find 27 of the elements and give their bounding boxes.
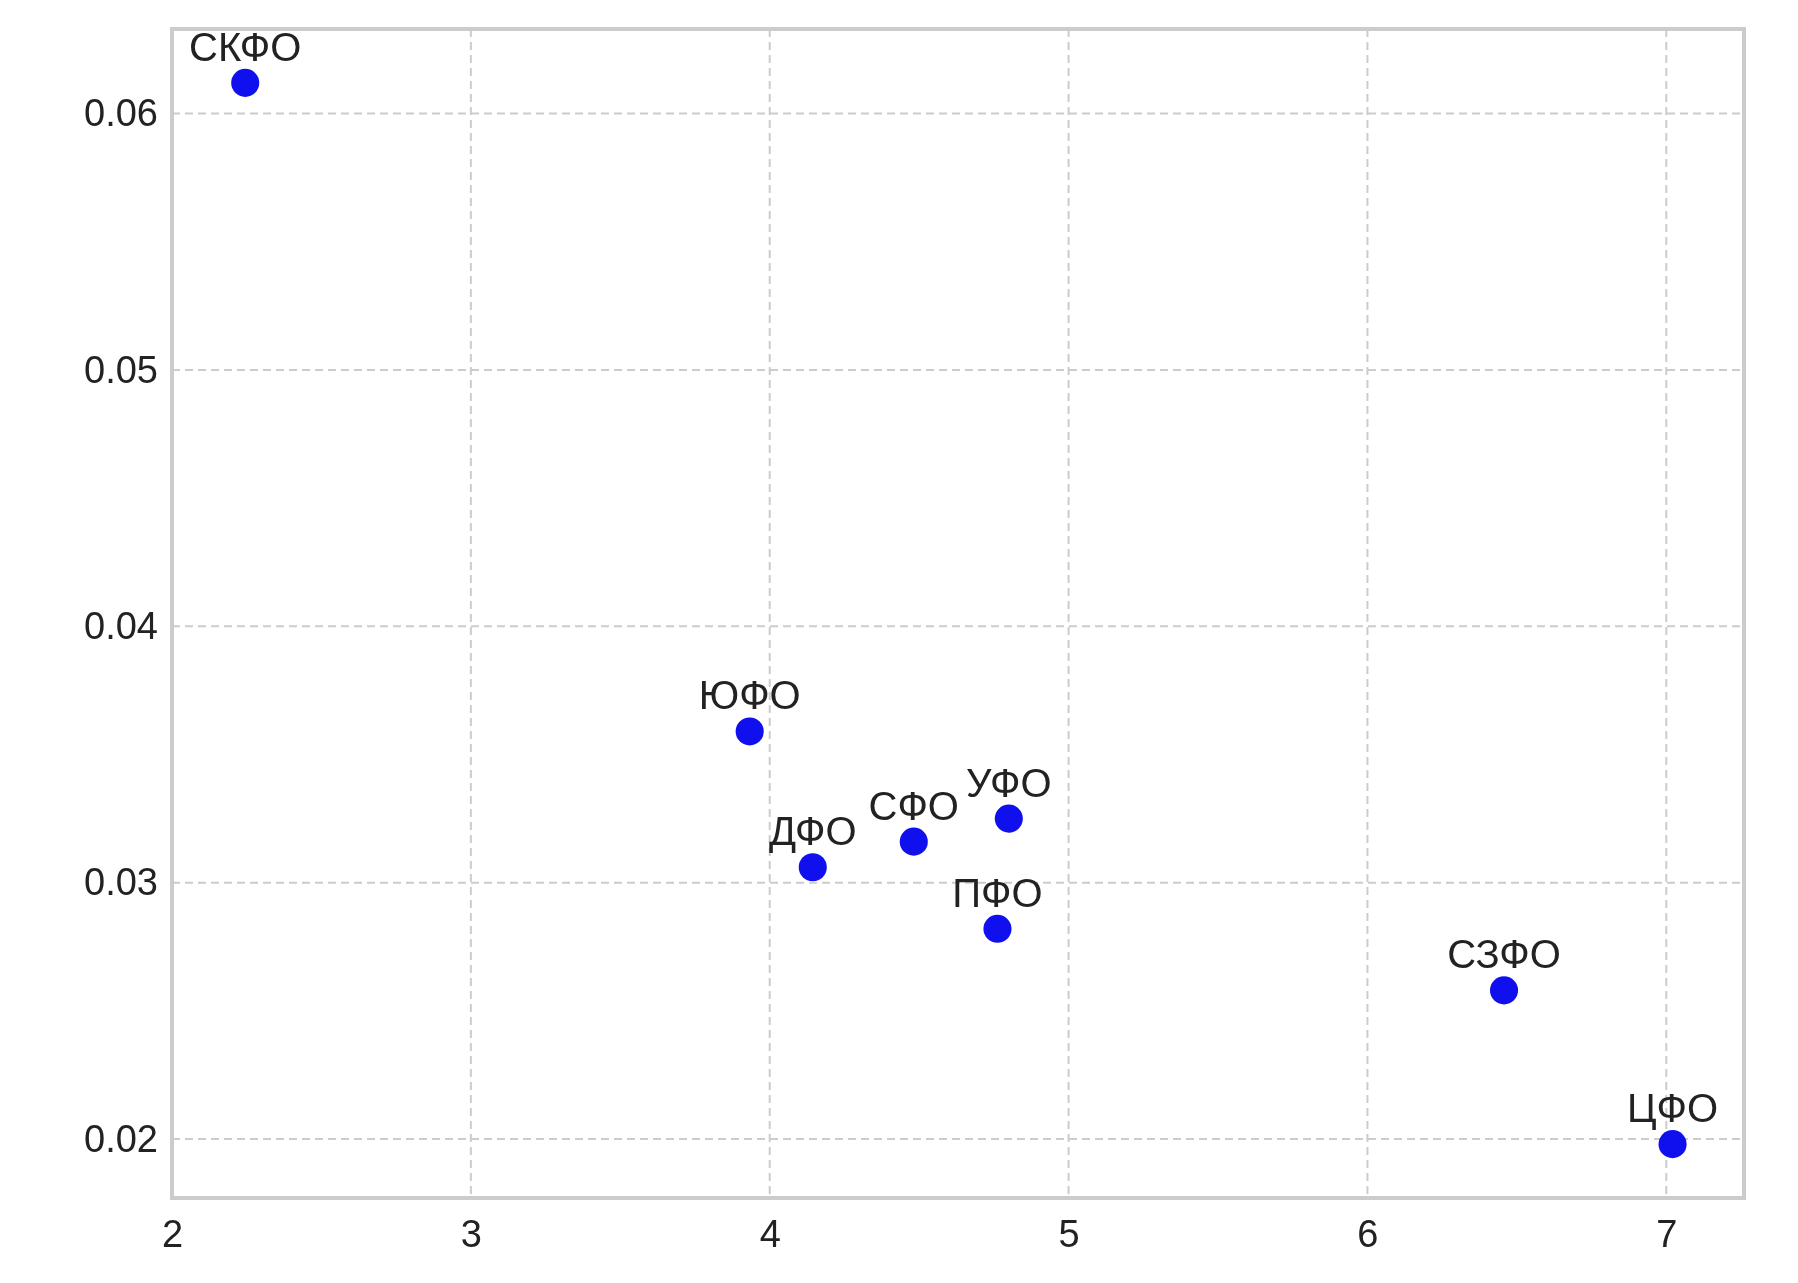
annotation: ПФО	[952, 870, 1043, 915]
x-tick-label: 3	[460, 1212, 482, 1255]
x-tick-label: 7	[1656, 1212, 1678, 1255]
annotation: ДФО	[768, 809, 857, 854]
x-tick-label: 4	[759, 1212, 781, 1255]
y-tick-label: 0.05	[84, 348, 158, 391]
point	[231, 68, 260, 97]
point	[1489, 976, 1519, 1005]
x-tick-label: 5	[1058, 1212, 1080, 1255]
x-tick-label: 2	[161, 1212, 184, 1255]
y-tick-label: 0.04	[84, 604, 158, 647]
annotation: СЗФО	[1447, 932, 1561, 977]
x-tick-label: 6	[1357, 1212, 1379, 1255]
point	[983, 914, 1012, 943]
annotation: ЦФО	[1627, 1086, 1719, 1131]
y-tick-label: 0.03	[84, 861, 158, 904]
annotation: УФО	[966, 760, 1052, 805]
point	[994, 804, 1023, 833]
y-tick-label: 0.02	[84, 1117, 158, 1160]
point	[798, 853, 827, 882]
annotation: СКФО	[189, 24, 302, 69]
point	[1658, 1130, 1687, 1159]
annotation: СФО	[868, 783, 959, 828]
point	[899, 827, 928, 856]
point	[735, 717, 764, 746]
y-tick-label: 0.06	[84, 92, 158, 135]
annotation: ЮФО	[698, 673, 801, 718]
